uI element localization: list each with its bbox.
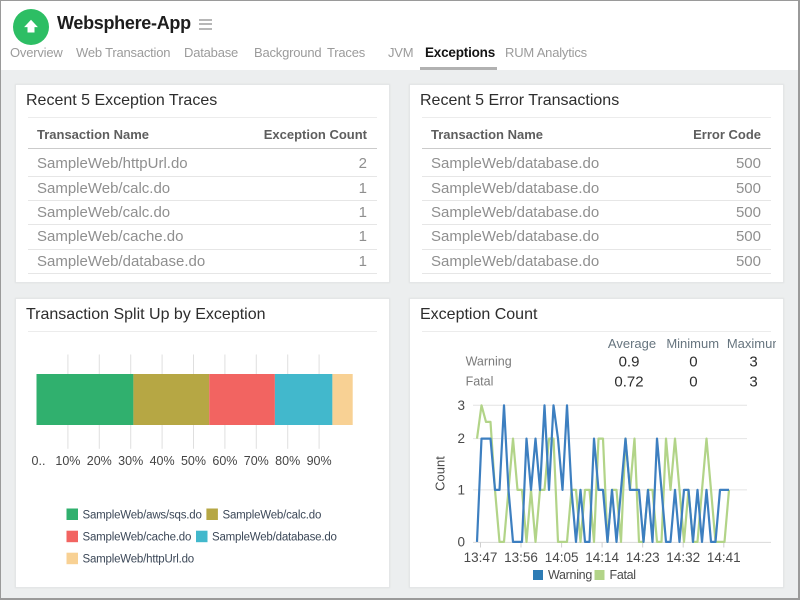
svg-text:0: 0: [457, 534, 465, 549]
svg-text:14:23: 14:23: [626, 550, 660, 565]
svg-text:SampleWeb/database.do: SampleWeb/database.do: [212, 532, 337, 544]
svg-text:40%: 40%: [150, 454, 175, 468]
svg-text:13:47: 13:47: [464, 550, 498, 565]
svg-text:SampleWeb/httpUrl.do: SampleWeb/httpUrl.do: [83, 554, 194, 566]
svg-text:90%: 90%: [307, 454, 332, 468]
svg-text:14:05: 14:05: [545, 550, 579, 565]
svg-text:3: 3: [749, 354, 757, 371]
svg-text:14:32: 14:32: [666, 550, 700, 565]
svg-text:0: 0: [689, 374, 697, 391]
svg-text:20%: 20%: [87, 454, 112, 468]
svg-text:3: 3: [457, 398, 465, 413]
svg-text:Fatal: Fatal: [466, 375, 494, 389]
svg-text:2: 2: [457, 431, 465, 446]
svg-text:Fatal: Fatal: [610, 568, 636, 582]
svg-text:Warning: Warning: [548, 568, 592, 582]
svg-text:50%: 50%: [181, 454, 206, 468]
svg-text:1: 1: [457, 482, 465, 497]
svg-text:13:56: 13:56: [504, 550, 538, 565]
svg-text:30%: 30%: [118, 454, 143, 468]
svg-text:Average: Average: [608, 336, 656, 351]
svg-text:SampleWeb/calc.do: SampleWeb/calc.do: [223, 510, 322, 522]
svg-text:0..: 0..: [32, 454, 46, 468]
svg-text:SampleWeb/aws/sqs.do: SampleWeb/aws/sqs.do: [83, 510, 202, 522]
svg-text:Maximum: Maximum: [727, 336, 776, 351]
svg-text:70%: 70%: [244, 454, 269, 468]
svg-text:Warning: Warning: [466, 355, 512, 369]
svg-text:80%: 80%: [275, 454, 300, 468]
svg-text:10%: 10%: [55, 454, 80, 468]
svg-text:Count: Count: [433, 456, 448, 491]
svg-text:Minimum: Minimum: [666, 336, 719, 351]
svg-text:SampleWeb/cache.do: SampleWeb/cache.do: [83, 532, 192, 544]
svg-text:0.72: 0.72: [614, 374, 643, 391]
svg-text:0: 0: [689, 354, 697, 371]
svg-text:14:41: 14:41: [707, 550, 741, 565]
svg-text:60%: 60%: [212, 454, 237, 468]
svg-text:3: 3: [749, 374, 757, 391]
svg-text:14:14: 14:14: [585, 550, 619, 565]
svg-text:0.9: 0.9: [619, 354, 640, 371]
